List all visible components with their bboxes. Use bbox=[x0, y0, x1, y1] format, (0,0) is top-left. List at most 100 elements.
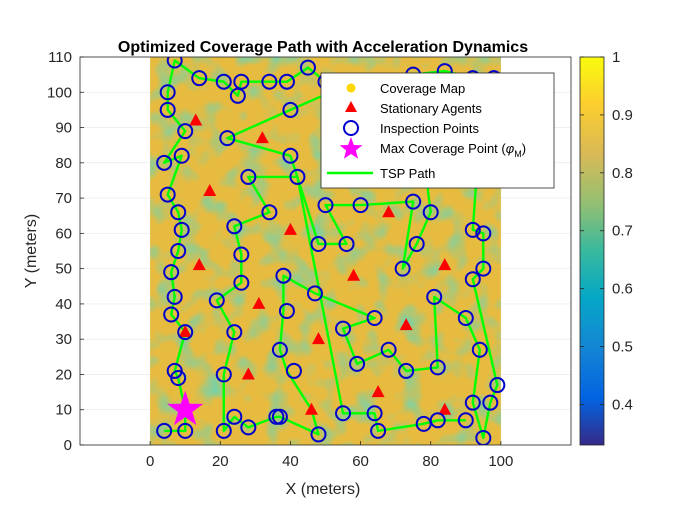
inspection-point-marker bbox=[215, 422, 232, 439]
stationary-agent-marker bbox=[192, 258, 206, 271]
y-tick-label: 60 bbox=[55, 225, 72, 242]
inspection-point-marker bbox=[278, 73, 295, 90]
y-tick-label: 30 bbox=[55, 331, 72, 348]
y-axis-label: Y (meters) bbox=[23, 214, 40, 288]
inspection-point-marker bbox=[177, 324, 194, 341]
inspection-point-marker bbox=[159, 101, 176, 118]
colorbar-tick-label: 0.4 bbox=[612, 396, 633, 413]
inspection-point-marker bbox=[177, 422, 194, 439]
legend-star-marker bbox=[339, 137, 363, 159]
legend-inspection-label: Inspection Points bbox=[380, 121, 480, 136]
inspection-points bbox=[156, 57, 506, 445]
inspection-point-marker bbox=[163, 264, 180, 281]
inspection-point-marker bbox=[173, 147, 190, 164]
inspection-point-marker bbox=[275, 267, 292, 284]
y-tick-label: 40 bbox=[55, 296, 72, 313]
stationary-agent-marker bbox=[371, 385, 385, 398]
y-tick-label: 50 bbox=[55, 261, 72, 278]
inspection-point-marker bbox=[240, 168, 257, 185]
x-tick-label: 80 bbox=[422, 453, 439, 470]
stationary-agent-marker bbox=[311, 332, 325, 345]
inspection-point-marker bbox=[156, 154, 173, 171]
inspection-point-marker bbox=[261, 73, 278, 90]
inspection-point-marker bbox=[226, 324, 243, 341]
inspection-point-marker bbox=[285, 362, 302, 379]
inspection-point-marker bbox=[233, 73, 250, 90]
max-coverage-star bbox=[167, 390, 204, 426]
inspection-point-marker bbox=[464, 221, 481, 238]
inspection-point-marker bbox=[271, 341, 288, 358]
y-tick-label: 0 bbox=[64, 437, 72, 454]
max-coverage-point bbox=[167, 390, 204, 426]
stationary-agent-marker bbox=[203, 184, 217, 197]
legend-path-label: TSP Path bbox=[380, 166, 435, 181]
y-tick-label: 70 bbox=[55, 190, 72, 207]
inspection-point-marker bbox=[405, 193, 422, 210]
inspection-point-marker bbox=[215, 73, 232, 90]
legend-coverage-marker bbox=[346, 83, 356, 93]
legend-box bbox=[320, 72, 555, 189]
inspection-point-marker bbox=[159, 186, 176, 203]
chart-title: Optimized Coverage Path with Acceleratio… bbox=[118, 39, 528, 56]
inspection-point-marker bbox=[170, 204, 187, 221]
inspection-point-marker bbox=[408, 235, 425, 252]
colorbar-tick-label: 0.9 bbox=[612, 107, 633, 124]
inspection-point-marker bbox=[215, 366, 232, 383]
stationary-agent-marker bbox=[304, 402, 318, 415]
inspection-point-marker bbox=[271, 408, 288, 425]
inspection-point-marker bbox=[349, 355, 366, 372]
stationary-agent-marker bbox=[255, 131, 269, 144]
x-tick-label: 0 bbox=[146, 453, 154, 470]
inspection-point-marker bbox=[299, 59, 316, 76]
inspection-point-marker bbox=[394, 260, 411, 277]
inspection-point-marker bbox=[159, 84, 176, 101]
inspection-point-marker bbox=[398, 362, 415, 379]
inspection-point-marker bbox=[219, 130, 236, 147]
colorbar-tick-label: 0.5 bbox=[612, 339, 633, 356]
x-tick-label: 100 bbox=[488, 453, 513, 470]
inspection-point-marker bbox=[261, 204, 278, 221]
inspection-point-marker bbox=[482, 394, 499, 411]
inspection-point-marker bbox=[352, 197, 369, 214]
inspection-point-marker bbox=[457, 412, 474, 429]
stationary-agent-marker bbox=[347, 268, 361, 281]
stationary-agent-marker bbox=[382, 205, 396, 218]
legend-agent-label: Stationary Agents bbox=[380, 101, 482, 116]
inspection-point-marker bbox=[163, 306, 180, 323]
inspection-point-marker bbox=[191, 70, 208, 87]
legend-coverage-label: Coverage Map bbox=[380, 81, 465, 96]
inspection-point-marker bbox=[471, 341, 488, 358]
stationary-agent-marker bbox=[283, 222, 297, 235]
inspection-point-marker bbox=[306, 285, 323, 302]
inspection-point-marker bbox=[475, 260, 492, 277]
colorbar-tick-label: 0.8 bbox=[612, 165, 633, 182]
inspection-point-marker bbox=[422, 204, 439, 221]
inspection-point-marker bbox=[226, 408, 243, 425]
inspection-point-marker bbox=[156, 422, 173, 439]
x-tick-label: 60 bbox=[352, 453, 369, 470]
inspection-point-marker bbox=[380, 341, 397, 358]
inspection-point-marker bbox=[289, 168, 306, 185]
colorbar bbox=[579, 56, 605, 446]
inspection-point-marker bbox=[335, 405, 352, 422]
inspection-point-marker bbox=[310, 426, 327, 443]
inspection-point-marker bbox=[457, 310, 474, 327]
inspection-point-marker bbox=[240, 419, 257, 436]
legend: Coverage Map Stationary Agents Inspectio… bbox=[320, 72, 555, 189]
colorbar-tick-label: 1 bbox=[612, 49, 620, 66]
inspection-point-marker bbox=[370, 422, 387, 439]
stationary-agent-marker bbox=[399, 318, 413, 331]
inspection-point-marker bbox=[366, 310, 383, 327]
inspection-point-marker bbox=[429, 412, 446, 429]
inspection-point-marker bbox=[475, 225, 492, 242]
inspection-point-marker bbox=[233, 246, 250, 263]
inspection-point-marker bbox=[489, 377, 506, 394]
x-tick-label: 20 bbox=[212, 453, 229, 470]
y-tick-label: 100 bbox=[47, 84, 72, 101]
inspection-point-marker bbox=[335, 320, 352, 337]
inspection-point-marker bbox=[278, 302, 295, 319]
inspection-point-marker bbox=[226, 218, 243, 235]
inspection-point-marker bbox=[173, 221, 190, 238]
inspection-point-marker bbox=[166, 57, 183, 69]
